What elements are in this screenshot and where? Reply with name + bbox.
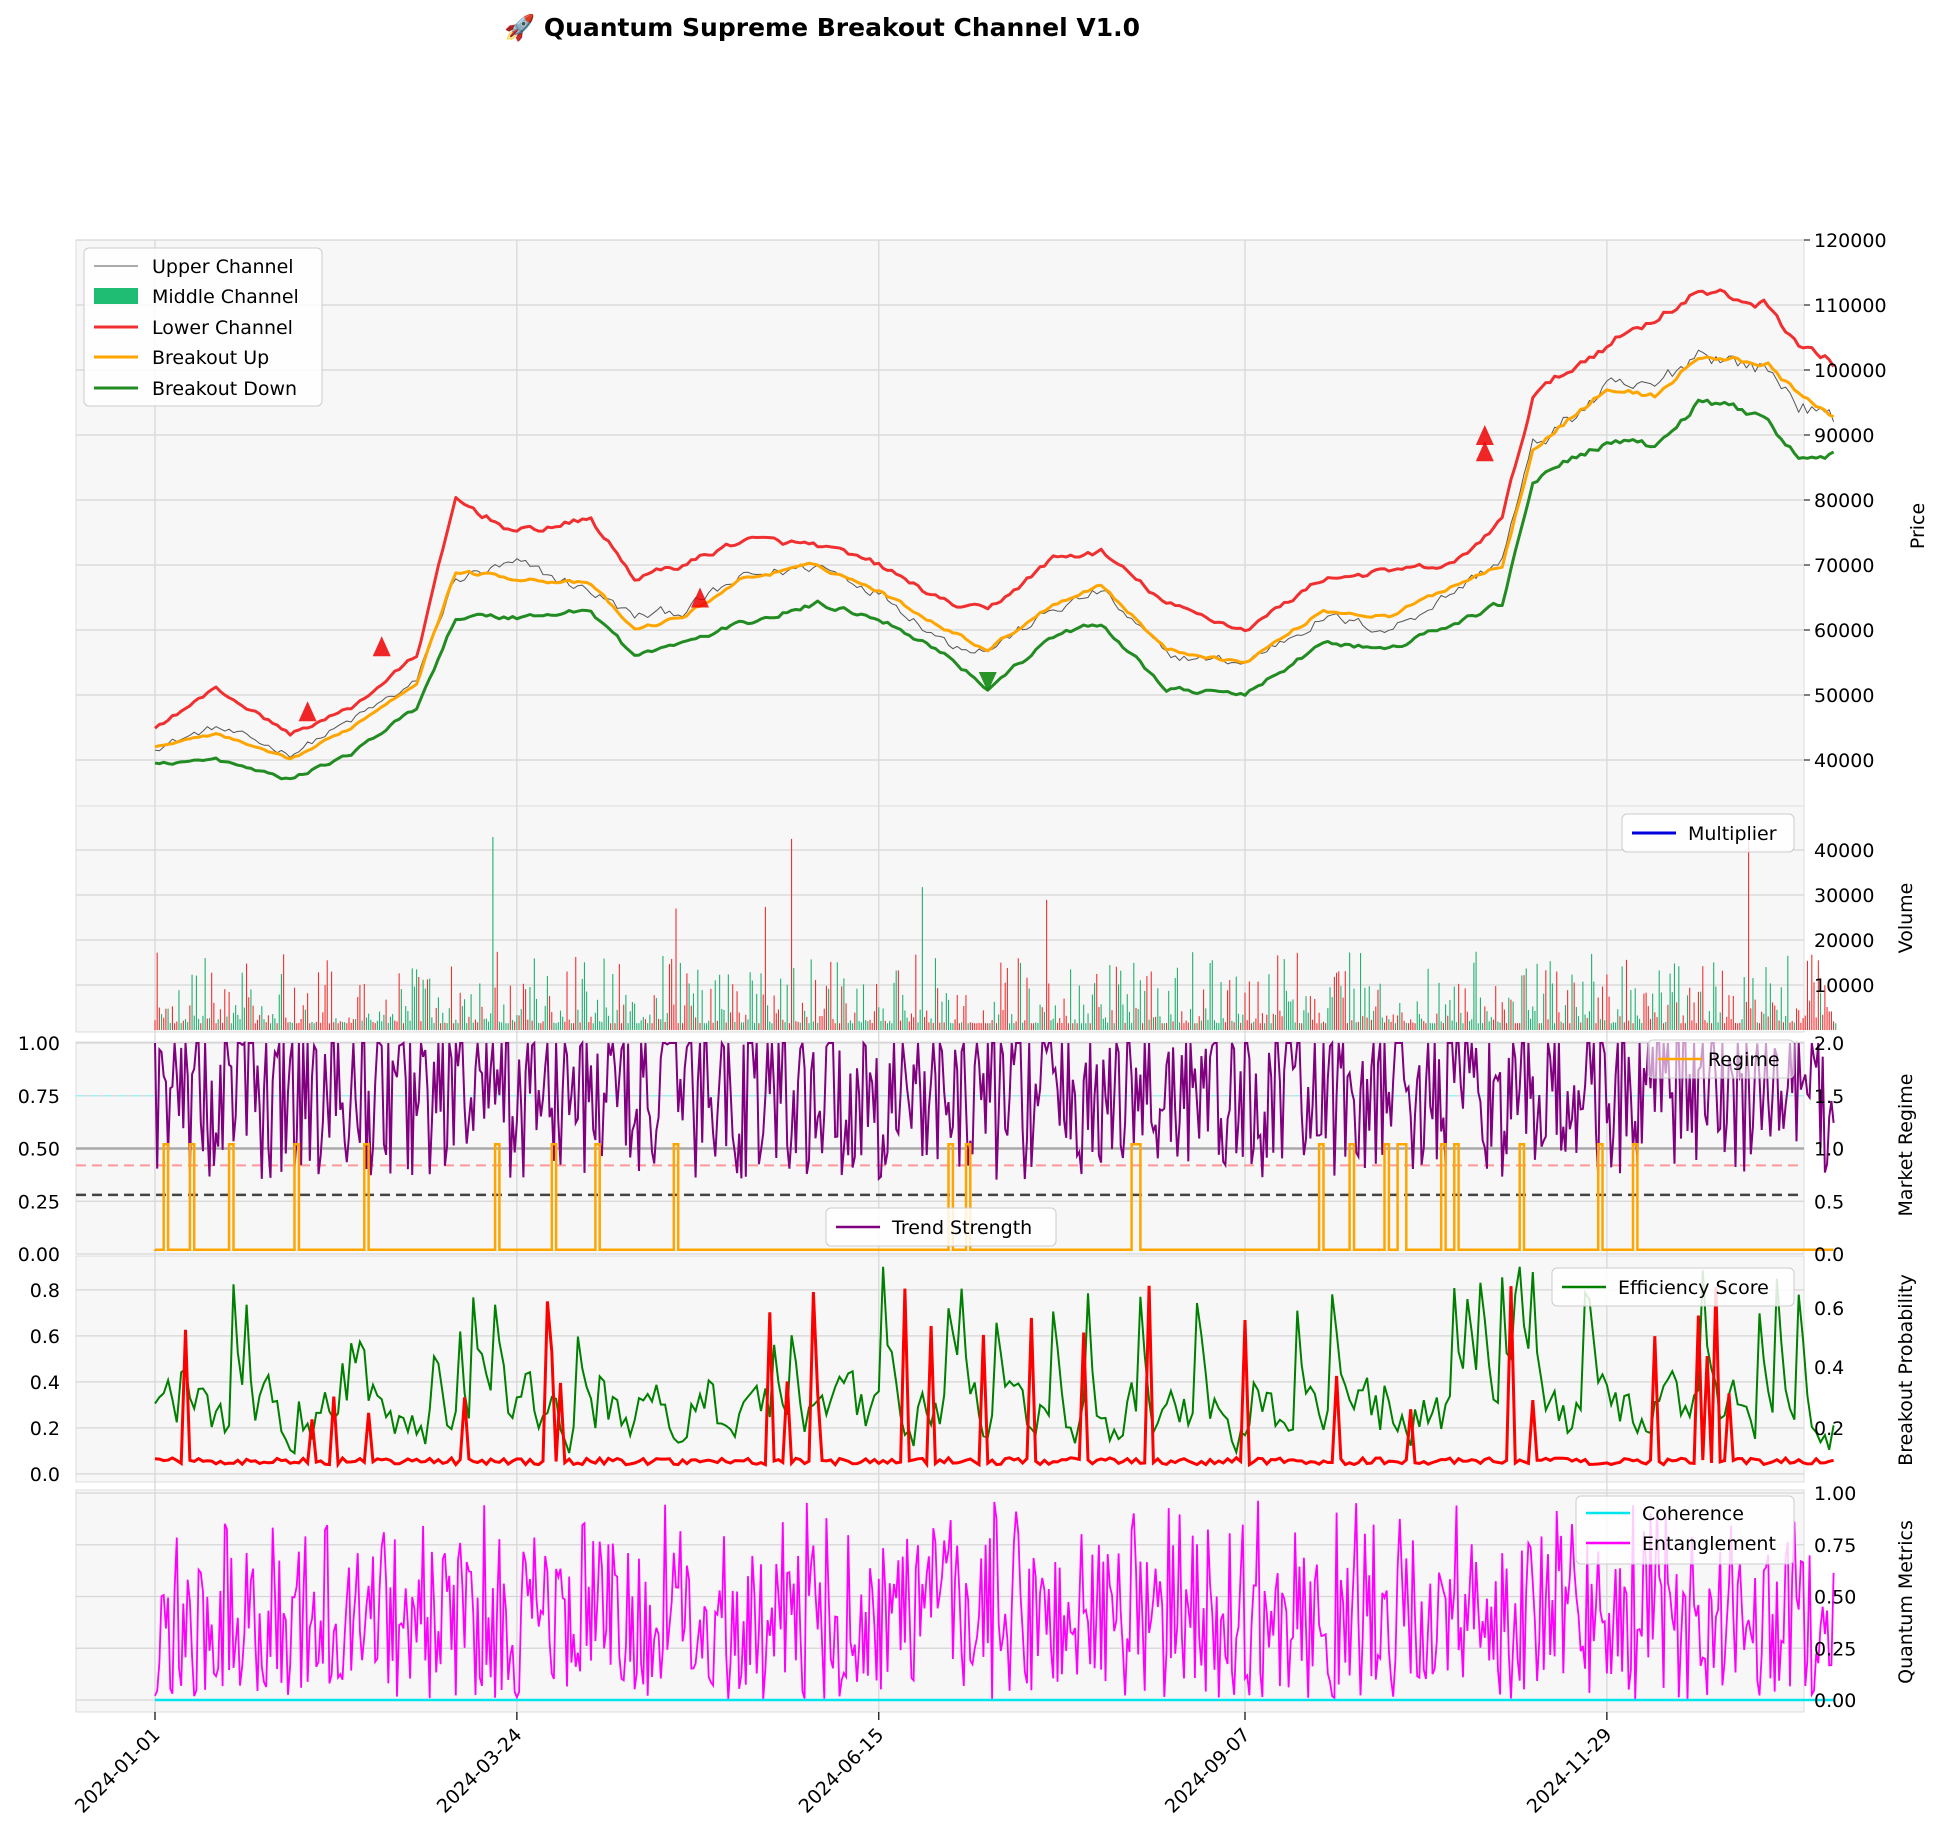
- price-y-tick-label: 110000: [1814, 295, 1887, 317]
- regime-right-tick-label: 1.5: [1814, 1086, 1844, 1108]
- regime-line: [153, 1143, 1834, 1252]
- price-y-tick-label: 60000: [1814, 620, 1874, 642]
- trend-legend: Trend Strength: [825, 1207, 1057, 1247]
- quantum-y-tick-label: 0.75: [1814, 1535, 1856, 1557]
- volume-panel: [75, 805, 1805, 1033]
- breakout-up-marker: [1475, 425, 1494, 445]
- breakout-up-marker: [1475, 441, 1494, 462]
- quantum-y-tick-label: 0.25: [1814, 1638, 1856, 1660]
- volume-axis-title: Volume: [1895, 883, 1917, 954]
- breakout-up-marker: [691, 587, 709, 608]
- probability-left-tick-label: 0.6: [30, 1326, 60, 1348]
- legend-coherence-label: Coherence: [1642, 1503, 1744, 1525]
- price-y-tick-label: 70000: [1814, 555, 1874, 577]
- trend-strength-line: [154, 1039, 1835, 1182]
- price-series-breakout-up: [154, 355, 1835, 761]
- price-y-tick-label: 90000: [1814, 425, 1874, 447]
- volume-y-tick-label: 20000: [1814, 930, 1874, 952]
- x-tick-label: 2024-03-24: [433, 1724, 527, 1818]
- regime-left-tick-label: 0.50: [18, 1139, 60, 1161]
- price-series-lower-channel: [154, 288, 1835, 737]
- volume-legend: Multiplier: [1621, 813, 1795, 853]
- volume-y-tick-label: 10000: [1814, 975, 1874, 997]
- price-legend: Upper Channel Middle Channel Lower Chann…: [83, 247, 323, 407]
- probability-axis-title: Breakout Probability: [1895, 1274, 1917, 1466]
- price-y-tick-label: 50000: [1814, 685, 1874, 707]
- quantum-axis-title: Quantum Metrics: [1895, 1520, 1917, 1684]
- legend-trend-label: Trend Strength: [891, 1217, 1032, 1239]
- regime-left-tick-label: 0.00: [18, 1244, 60, 1266]
- probability-left-tick-label: 0.8: [30, 1280, 60, 1302]
- probability-right-tick-label: 0.4: [1814, 1357, 1844, 1379]
- price-panel: [75, 239, 1805, 807]
- quantum-y-tick-label: 1.00: [1814, 1483, 1856, 1505]
- x-tick-label: 2024-01-01: [71, 1724, 165, 1818]
- x-tick-label: 2024-09-07: [1161, 1724, 1255, 1818]
- legend-breakout-down-label: Breakout Down: [152, 378, 297, 400]
- legend-entanglement-label: Entanglement: [1642, 1533, 1776, 1555]
- legend-breakout-up-label: Breakout Up: [152, 347, 269, 369]
- price-y-tick-label: 120000: [1814, 230, 1887, 252]
- price-y-tick-label: 100000: [1814, 360, 1887, 382]
- probability-left-tick-label: 0.4: [30, 1372, 60, 1394]
- chart-title: 🚀 Quantum Supreme Breakout Channel V1.0: [504, 13, 1140, 42]
- regime-right-tick-label: 0.0: [1814, 1244, 1844, 1266]
- regime-left-tick-label: 0.25: [18, 1191, 60, 1213]
- volume-y-tick-label: 40000: [1814, 840, 1874, 862]
- breakout-down-marker: [978, 672, 997, 692]
- quantum-y-tick-label: 0.00: [1814, 1690, 1856, 1712]
- efficiency-score-line: [154, 1266, 1835, 1456]
- quantum-y-tick-label: 0.50: [1814, 1587, 1856, 1609]
- quantum-panel: [75, 1489, 1805, 1713]
- regime-left-tick-label: 1.00: [18, 1033, 60, 1055]
- efficiency-legend: Efficiency Score: [1551, 1267, 1795, 1307]
- legend-lower-label: Lower Channel: [152, 317, 293, 339]
- volume-y-tick-label: 30000: [1814, 885, 1874, 907]
- price-axis-title: Price: [1907, 503, 1929, 549]
- price-y-tick-label: 80000: [1814, 490, 1874, 512]
- regime-right-tick-label: 2.0: [1814, 1033, 1844, 1055]
- regime-legend: Regime: [1647, 1039, 1795, 1079]
- probability-left-tick-label: 0.2: [30, 1418, 60, 1440]
- breakout-up-marker: [298, 701, 317, 722]
- probability-right-tick-label: 0.6: [1814, 1298, 1844, 1320]
- breakout-up-marker: [372, 636, 391, 657]
- quantum-legend: Coherence Entanglement: [1575, 1495, 1795, 1565]
- regime-left-tick-label: 0.75: [18, 1086, 60, 1108]
- entanglement-line: [154, 1500, 1835, 1700]
- legend-upper-label: Upper Channel: [152, 256, 294, 278]
- breakout-probability-line: [154, 1285, 1834, 1469]
- regime-axis-title: Market Regime: [1895, 1074, 1917, 1217]
- legend-regime-label: Regime: [1708, 1049, 1780, 1071]
- x-tick-label: 2024-11-29: [1523, 1724, 1617, 1818]
- legend-efficiency-label: Efficiency Score: [1618, 1277, 1769, 1299]
- legend-multiplier-label: Multiplier: [1688, 823, 1777, 845]
- x-tick-label: 2024-06-15: [795, 1724, 889, 1818]
- probability-right-tick-label: 0.2: [1814, 1418, 1844, 1440]
- legend-middle-label: Middle Channel: [152, 286, 299, 308]
- price-y-tick-label: 40000: [1814, 750, 1874, 772]
- chart-marks: [76, 288, 1837, 1702]
- regime-right-tick-label: 1.0: [1814, 1139, 1844, 1161]
- price-series-breakout-down: [154, 398, 1835, 781]
- probability-left-tick-label: 0.0: [30, 1464, 60, 1486]
- legend-middle-swatch: [94, 288, 138, 304]
- regime-right-tick-label: 0.5: [1814, 1191, 1844, 1213]
